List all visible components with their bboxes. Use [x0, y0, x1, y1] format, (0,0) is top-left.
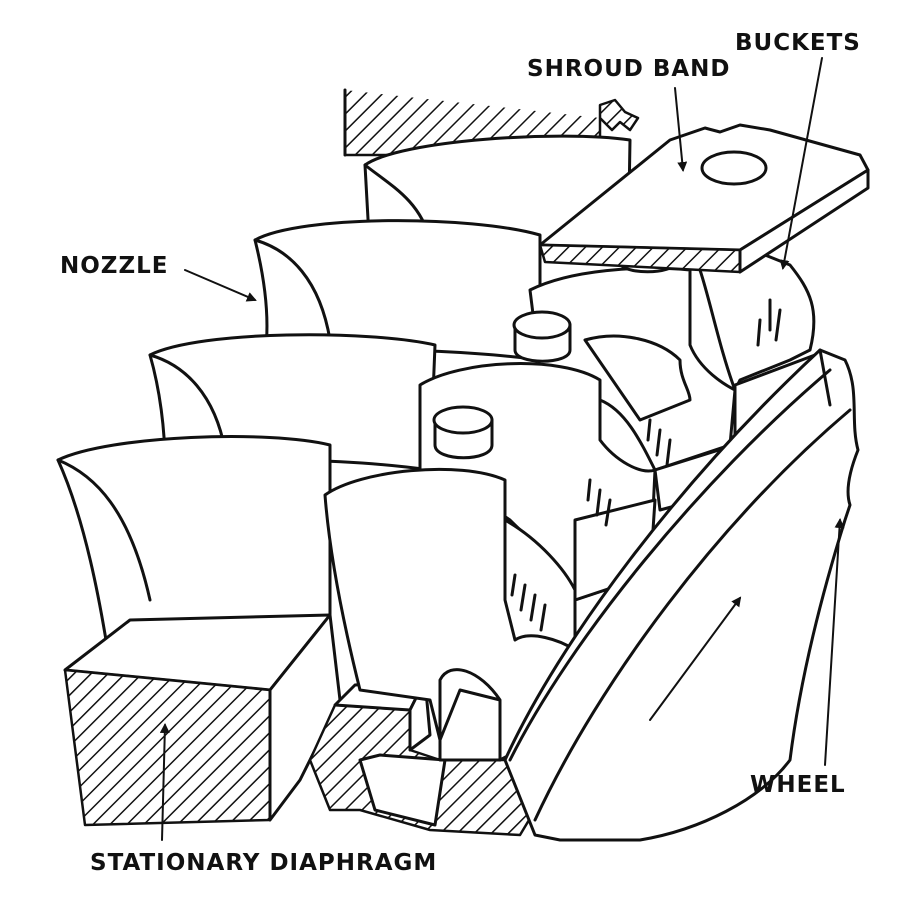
shroud-hole: [700, 150, 768, 186]
shroud-band-label: SHROUD BAND: [527, 56, 731, 82]
nozzle-vanes: [56, 134, 632, 667]
shroud-band: [538, 123, 870, 274]
labels: BUCKETS SHROUD BAND NOZZLE WHEEL STATION…: [60, 30, 861, 876]
nozzle-leader: [184, 269, 257, 302]
tenon-3: [432, 405, 494, 460]
bucket-blade-4: [323, 467, 577, 762]
buckets-label: BUCKETS: [735, 30, 861, 56]
leader-lines: [159, 57, 845, 841]
wheel-label: WHEEL: [750, 772, 846, 798]
wheel-rim: [503, 348, 860, 842]
tenon-2: [512, 310, 572, 363]
shroud-band-leader: [674, 87, 688, 172]
wheel-leader: [824, 518, 845, 766]
rotation-arrow-icon: [649, 596, 742, 721]
nozzle-vane-2: [253, 219, 542, 362]
stationary-diaphragm-label: STATIONARY DIAPHRAGM: [90, 850, 437, 876]
nozzle-label: NOZZLE: [60, 253, 169, 279]
stationary-diaphragm: [63, 613, 342, 827]
diaphragm-leader: [159, 723, 170, 841]
buckets-leader: [779, 57, 823, 270]
